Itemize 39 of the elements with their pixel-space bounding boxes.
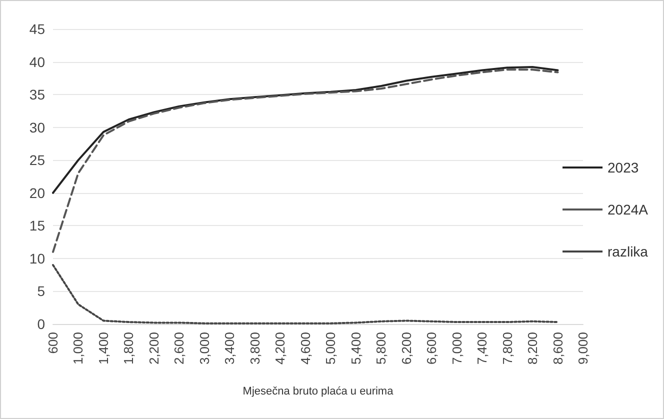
x-tick-label: 7,800 (500, 332, 515, 365)
y-tick-label: 30 (29, 119, 46, 136)
x-tick-label: 2,600 (172, 332, 187, 365)
x-tick-label: 4,200 (272, 332, 288, 365)
x-tick-label: 600 (46, 332, 60, 354)
legend-label: razlika (608, 244, 648, 260)
y-tick-label: 40 (29, 54, 46, 70)
legend-label: 2024A (608, 202, 649, 218)
line-series (52, 68, 559, 253)
line-series (52, 264, 559, 324)
x-axis-title: Mjesečna bruto plaća u eurima (242, 386, 394, 398)
y-tick-label: 0 (37, 316, 46, 332)
x-tick-label: 1,800 (121, 332, 136, 365)
x-tick-label: 5,800 (374, 332, 389, 365)
x-tick-label: 1,000 (70, 332, 86, 365)
x-tick-label: 3,800 (247, 332, 262, 365)
y-tick-label: 10 (29, 250, 46, 266)
x-tick-label: 8,600 (550, 332, 566, 365)
x-tick-label: 4,600 (298, 332, 313, 365)
y-tick-label: 20 (29, 184, 46, 201)
x-tick-label: 9,000 (576, 332, 590, 365)
y-tick-label: 5 (37, 283, 46, 300)
x-tick-label: 3,400 (222, 332, 238, 365)
x-tick-label: 5,000 (323, 332, 338, 365)
x-tick-label: 6,600 (424, 332, 440, 365)
x-tick-label: 6,200 (398, 332, 414, 365)
x-tick-label: 2,200 (146, 332, 162, 365)
y-tick-label: 45 (29, 21, 46, 37)
x-tick-label: 7,400 (474, 332, 490, 365)
x-tick-label: 7,000 (449, 332, 464, 365)
y-tick-label: 15 (29, 218, 46, 234)
x-tick-label: 5,400 (348, 332, 364, 365)
x-tick-label: 1,400 (96, 332, 111, 365)
y-tick-label: 25 (29, 152, 46, 168)
x-tick-label: 3,000 (196, 332, 212, 365)
y-tick-label: 35 (29, 86, 46, 103)
legend-label: 2023 (608, 160, 639, 176)
x-tick-label: 8,200 (525, 332, 540, 365)
line-series (52, 66, 559, 194)
